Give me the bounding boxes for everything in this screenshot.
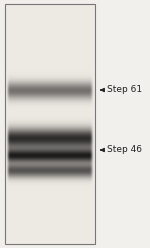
Text: Step 46: Step 46 xyxy=(101,146,142,155)
Text: Step 61: Step 61 xyxy=(101,86,142,94)
Bar xyxy=(5,4,95,244)
